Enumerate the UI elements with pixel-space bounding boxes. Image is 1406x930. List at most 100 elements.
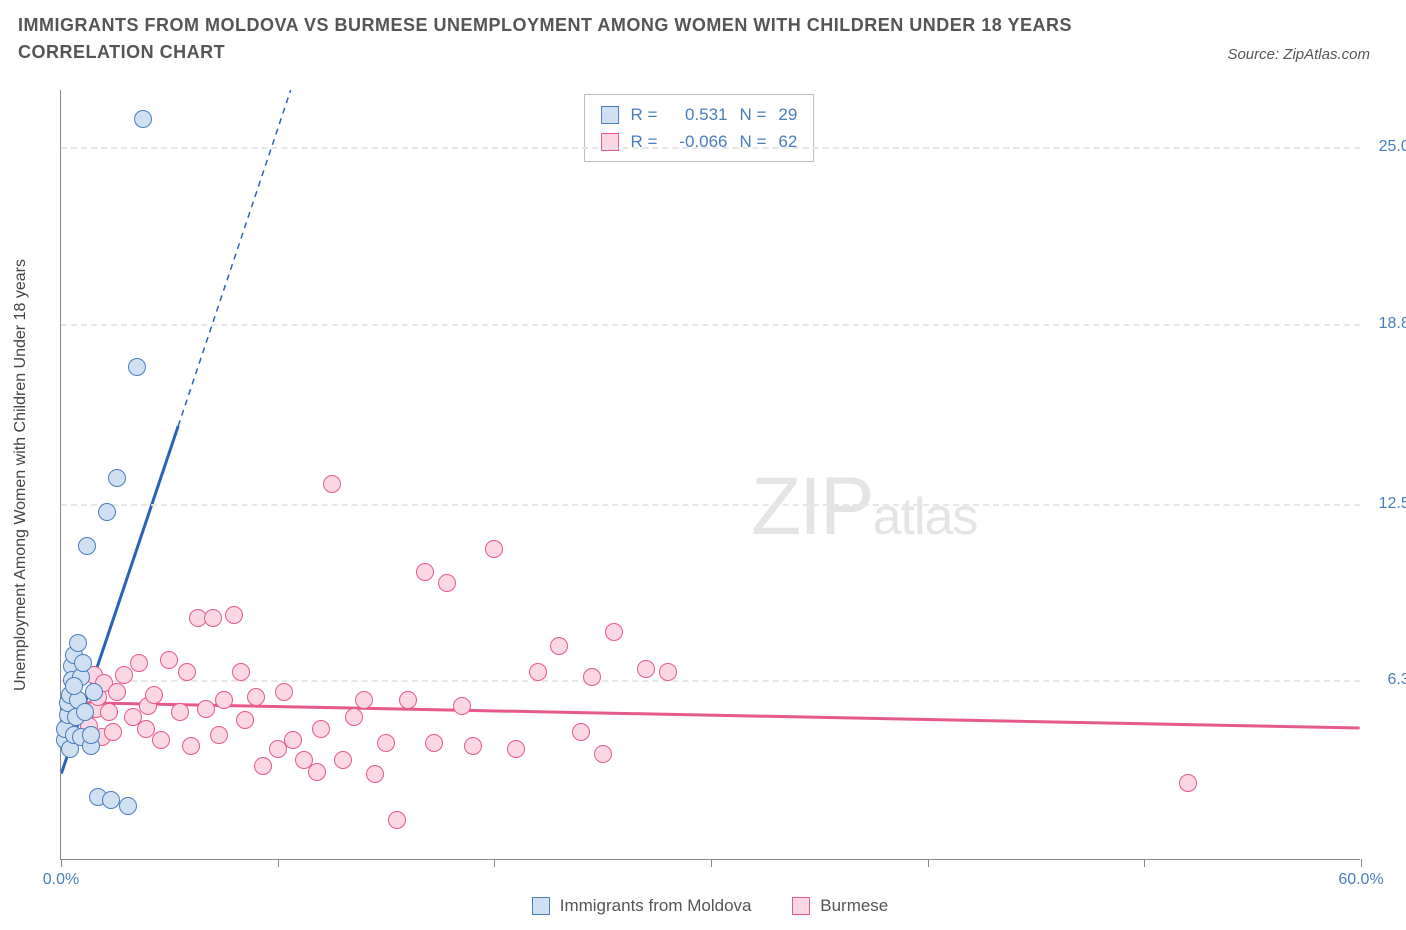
point-moldova (134, 110, 152, 128)
legend-label: Immigrants from Moldova (560, 896, 752, 916)
gridline-h (61, 147, 1360, 149)
point-burmese (425, 734, 443, 752)
stats-n-label: N = (739, 128, 766, 155)
point-moldova (65, 677, 83, 695)
point-burmese (225, 606, 243, 624)
swatch-a (601, 106, 619, 124)
watermark: ZIP atlas (751, 460, 977, 554)
point-burmese (145, 686, 163, 704)
point-moldova (85, 683, 103, 701)
point-burmese (345, 708, 363, 726)
regression-lines (61, 90, 1360, 859)
x-tick (61, 859, 62, 867)
point-moldova (102, 791, 120, 809)
legend: Immigrants from Moldova Burmese (60, 896, 1360, 920)
point-burmese (178, 663, 196, 681)
regression-line-dashed (178, 90, 291, 426)
point-burmese (572, 723, 590, 741)
point-burmese (284, 731, 302, 749)
point-burmese (312, 720, 330, 738)
y-tick-label: 18.8% (1379, 315, 1406, 333)
chart-title: IMMIGRANTS FROM MOLDOVA VS BURMESE UNEMP… (18, 12, 1206, 66)
point-burmese (308, 763, 326, 781)
point-burmese (550, 637, 568, 655)
point-burmese (464, 737, 482, 755)
point-burmese (160, 651, 178, 669)
point-burmese (100, 703, 118, 721)
legend-item-a: Immigrants from Moldova (532, 896, 752, 916)
stats-n-value: 62 (778, 128, 797, 155)
x-tick (1144, 859, 1145, 867)
point-burmese (130, 654, 148, 672)
stats-n-value: 29 (778, 101, 797, 128)
point-burmese (334, 751, 352, 769)
point-moldova (69, 634, 87, 652)
point-burmese (507, 740, 525, 758)
x-tick (278, 859, 279, 867)
stats-r-value: -0.066 (669, 128, 727, 155)
y-tick-label: 12.5% (1379, 495, 1406, 513)
x-tick (1361, 859, 1362, 867)
point-burmese (453, 697, 471, 715)
stats-r-label: R = (631, 128, 658, 155)
point-burmese (605, 623, 623, 641)
point-burmese (529, 663, 547, 681)
point-burmese (388, 811, 406, 829)
legend-label: Burmese (820, 896, 888, 916)
stats-r-label: R = (631, 101, 658, 128)
point-moldova (98, 503, 116, 521)
point-burmese (232, 663, 250, 681)
gridline-h (61, 680, 1360, 682)
x-tick-label: 60.0% (1338, 871, 1383, 889)
point-burmese (637, 660, 655, 678)
point-burmese (659, 663, 677, 681)
point-burmese (1179, 774, 1197, 792)
point-burmese (171, 703, 189, 721)
point-burmese (254, 757, 272, 775)
swatch-b (792, 897, 810, 915)
stats-box: R = 0.531 N = 29 R = -0.066 N = 62 (584, 94, 815, 162)
watermark-big: ZIP (751, 460, 873, 554)
point-burmese (197, 700, 215, 718)
x-tick (494, 859, 495, 867)
point-burmese (182, 737, 200, 755)
point-burmese (215, 691, 233, 709)
point-moldova (74, 654, 92, 672)
point-burmese (108, 683, 126, 701)
scatter-plot-area: ZIP atlas R = 0.531 N = 29 R = -0.066 N … (60, 90, 1360, 860)
y-tick-label: 25.0% (1379, 138, 1406, 156)
legend-item-b: Burmese (792, 896, 888, 916)
x-tick (711, 859, 712, 867)
source-citation: Source: ZipAtlas.com (1227, 46, 1370, 63)
point-moldova (108, 469, 126, 487)
point-moldova (78, 537, 96, 555)
point-burmese (355, 691, 373, 709)
point-moldova (76, 703, 94, 721)
point-burmese (485, 540, 503, 558)
point-burmese (583, 668, 601, 686)
point-burmese (247, 688, 265, 706)
point-burmese (115, 666, 133, 684)
point-moldova (128, 358, 146, 376)
point-burmese (204, 609, 222, 627)
point-burmese (275, 683, 293, 701)
stats-row-b: R = -0.066 N = 62 (601, 128, 798, 155)
x-tick-label: 0.0% (43, 871, 79, 889)
y-axis-label: Unemployment Among Women with Children U… (12, 90, 30, 860)
gridline-h (61, 504, 1360, 506)
point-burmese (210, 726, 228, 744)
point-burmese (416, 563, 434, 581)
gridline-h (61, 324, 1360, 326)
swatch-a (532, 897, 550, 915)
point-burmese (236, 711, 254, 729)
point-burmese (323, 475, 341, 493)
point-burmese (152, 731, 170, 749)
point-burmese (104, 723, 122, 741)
point-moldova (82, 726, 100, 744)
x-tick (928, 859, 929, 867)
point-moldova (119, 797, 137, 815)
point-burmese (438, 574, 456, 592)
point-burmese (366, 765, 384, 783)
stats-row-a: R = 0.531 N = 29 (601, 101, 798, 128)
point-burmese (377, 734, 395, 752)
